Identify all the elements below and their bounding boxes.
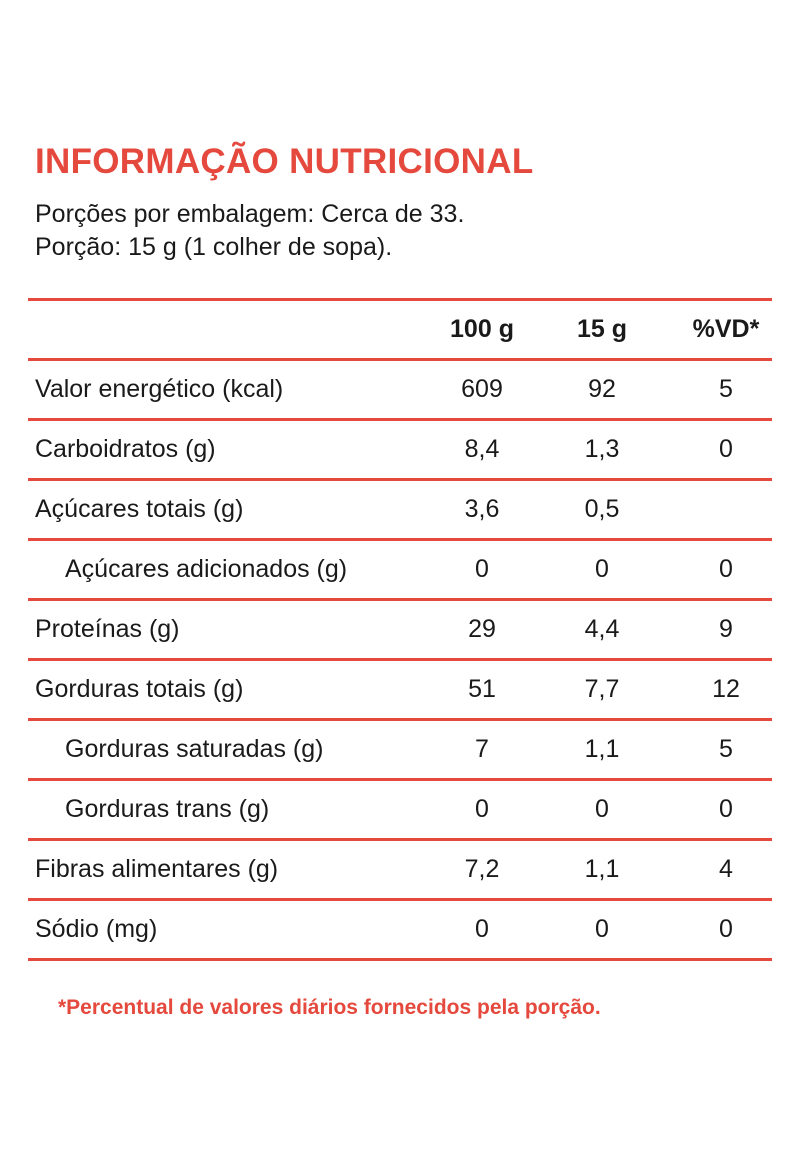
table-row: Fibras alimentares (g) 7,2 1,1 4 [28, 838, 772, 898]
row-label: Carboidratos (g) [35, 435, 216, 463]
column-header-100g: 100 g [450, 315, 514, 343]
value-100g: 609 [461, 375, 503, 403]
value-vd: 12 [712, 675, 740, 703]
value-vd: 0 [719, 555, 733, 583]
value-100g: 51 [468, 675, 496, 703]
value-100g: 3,6 [464, 495, 500, 523]
value-100g: 7,2 [464, 855, 500, 883]
row-label: Gorduras saturadas (g) [65, 735, 324, 763]
value-100g: 0 [475, 915, 489, 943]
table-header-row: 100 g 15 g %VD* [28, 298, 772, 358]
table-row: Sódio (mg) 0 0 0 [28, 898, 772, 961]
table-row: Carboidratos (g) 8,4 1,3 0 [28, 418, 772, 478]
row-label: Valor energético (kcal) [35, 375, 284, 403]
value-vd: 9 [719, 615, 733, 643]
value-vd: 0 [719, 435, 733, 463]
row-label: Gorduras trans (g) [65, 795, 270, 823]
column-header-vd: %VD* [692, 315, 760, 343]
value-100g: 8,4 [464, 435, 500, 463]
value-100g: 29 [468, 615, 496, 643]
row-label: Proteínas (g) [35, 615, 180, 643]
value-vd: 4 [719, 855, 733, 883]
table-row: Gorduras trans (g) 0 0 0 [28, 778, 772, 838]
value-100g: 0 [475, 555, 489, 583]
column-header-15g: 15 g [576, 315, 628, 343]
value-100g: 7 [475, 735, 489, 763]
value-15g: 0 [595, 915, 609, 943]
value-15g: 92 [588, 375, 616, 403]
value-15g: 1,3 [584, 435, 620, 463]
value-15g: 0 [595, 555, 609, 583]
value-15g: 7,7 [584, 675, 620, 703]
row-label: Gorduras totais (g) [35, 675, 244, 703]
value-15g: 1,1 [584, 855, 620, 883]
page-title: INFORMAÇÃO NUTRICIONAL [35, 142, 534, 181]
footnote: *Percentual de valores diários fornecido… [58, 996, 601, 1019]
row-label: Fibras alimentares (g) [35, 855, 279, 883]
row-label: Açúcares totais (g) [35, 495, 244, 523]
table-row: Proteínas (g) 29 4,4 9 [28, 598, 772, 658]
row-label: Açúcares adicionados (g) [65, 555, 348, 583]
value-15g: 0,5 [584, 495, 620, 523]
value-vd: 5 [719, 375, 733, 403]
table-row: Gorduras totais (g) 51 7,7 12 [28, 658, 772, 718]
table-row: Gorduras saturadas (g) 7 1,1 5 [28, 718, 772, 778]
table-row: Açúcares totais (g) 3,6 0,5 [28, 478, 772, 538]
servings-per-package: Porções por embalagem: Cerca de 33. [35, 200, 465, 228]
value-vd: 5 [719, 735, 733, 763]
value-vd: 0 [719, 915, 733, 943]
table-row: Valor energético (kcal) 609 92 5 [28, 358, 772, 418]
table-row: Açúcares adicionados (g) 0 0 0 [28, 538, 772, 598]
serving-size: Porção: 15 g (1 colher de sopa). [35, 233, 393, 261]
nutrition-table: 100 g 15 g %VD* Valor energético (kcal) … [28, 298, 772, 961]
value-vd: 0 [719, 795, 733, 823]
value-15g: 1,1 [584, 735, 620, 763]
value-15g: 0 [595, 795, 609, 823]
row-label: Sódio (mg) [35, 915, 158, 943]
value-100g: 0 [475, 795, 489, 823]
value-vd [676, 481, 776, 538]
value-15g: 4,4 [584, 615, 620, 643]
